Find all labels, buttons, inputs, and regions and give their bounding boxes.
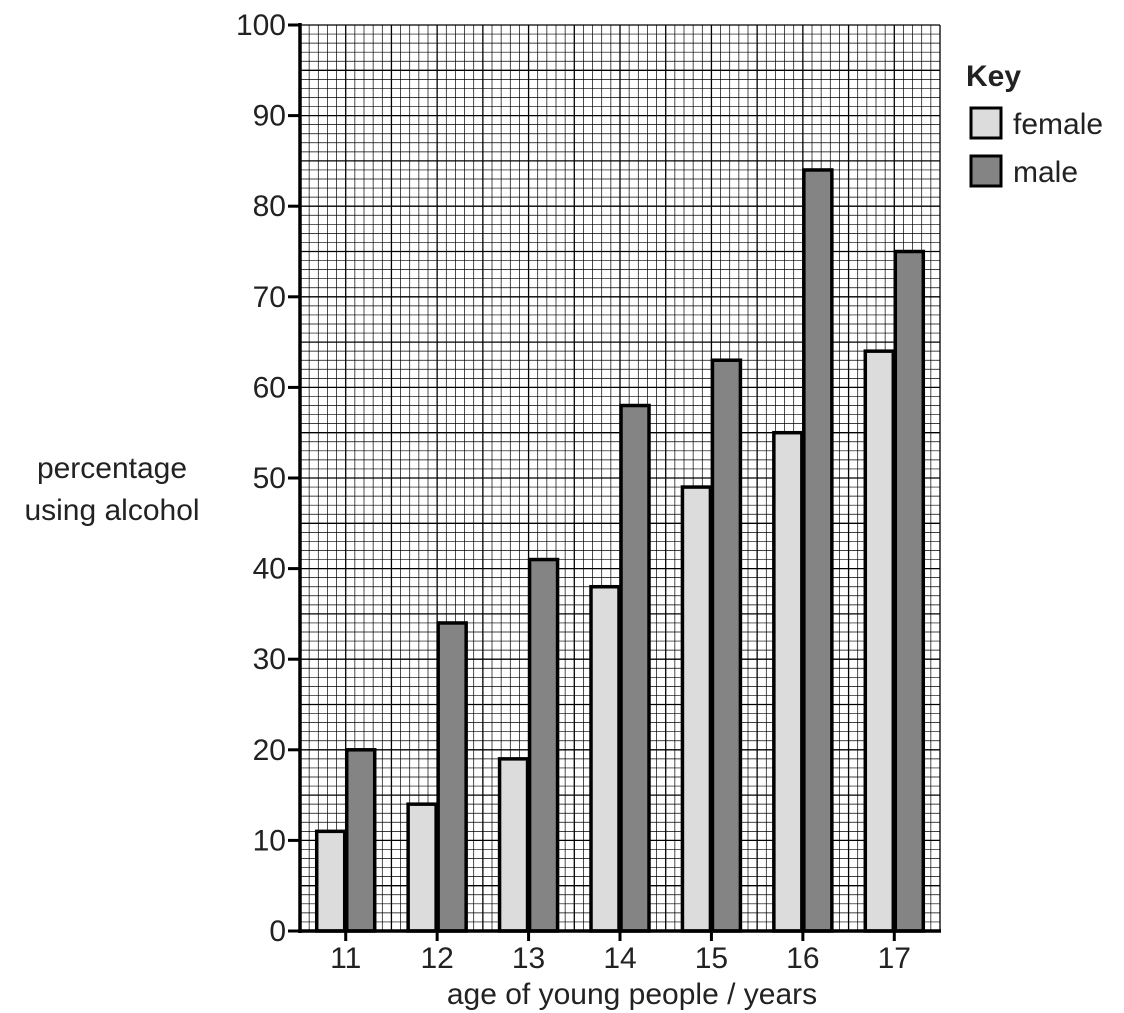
legend-label-male: male — [1013, 156, 1078, 189]
bar-male-17 — [893, 249, 926, 933]
legend-label-female: female — [1013, 108, 1103, 141]
x-tick-label: 12 — [420, 942, 453, 975]
legend-swatch-male — [969, 154, 1003, 188]
y-tick-label: 30 — [253, 643, 286, 676]
bar-male-12 — [436, 621, 468, 933]
bar-male-14 — [619, 403, 651, 933]
y-tick-label: 80 — [253, 190, 286, 223]
bar-female-12 — [406, 802, 438, 933]
bar-female-16 — [772, 430, 804, 933]
bar-male-16 — [802, 168, 834, 933]
y-tick-label: 10 — [253, 824, 286, 857]
bar-female-14 — [589, 584, 621, 933]
y-tick-label: 20 — [253, 734, 286, 767]
bar-female-15 — [680, 485, 713, 933]
y-axis-label-line-2: using alcohol — [24, 494, 199, 527]
y-tick-label: 40 — [253, 553, 286, 586]
y-tick-label: 60 — [253, 371, 286, 404]
y-tick-label: 0 — [269, 915, 286, 948]
x-tick-label: 11 — [330, 942, 361, 975]
x-tick-label: 13 — [512, 942, 545, 975]
x-tick-label: 15 — [695, 942, 728, 975]
bar-male-13 — [527, 557, 560, 933]
bar-female-17 — [863, 349, 896, 933]
y-tick-labels: 0 10 20 30 40 50 60 70 80 90 100 — [236, 9, 300, 948]
bar-male-15 — [710, 358, 743, 933]
y-tick-label: 90 — [253, 100, 286, 133]
x-tick-labels: 11 12 13 14 15 16 17 — [330, 931, 911, 975]
y-tick-label: 100 — [236, 9, 286, 42]
y-tick-label: 50 — [253, 462, 286, 495]
x-tick-label: 17 — [878, 942, 911, 975]
x-tick-label: 16 — [786, 942, 819, 975]
x-tick-label: 14 — [603, 942, 636, 975]
bar-male-11 — [344, 748, 377, 933]
legend: Key female male — [966, 60, 1103, 189]
y-axis-label-line-1: percentage — [37, 452, 187, 485]
y-tick-label: 70 — [253, 281, 286, 314]
x-axis-label: age of young people / years — [447, 978, 817, 1011]
legend-swatch-female — [969, 106, 1003, 140]
bar-female-13 — [497, 757, 530, 933]
bar-female-11 — [314, 829, 347, 933]
legend-title: Key — [966, 60, 1021, 93]
